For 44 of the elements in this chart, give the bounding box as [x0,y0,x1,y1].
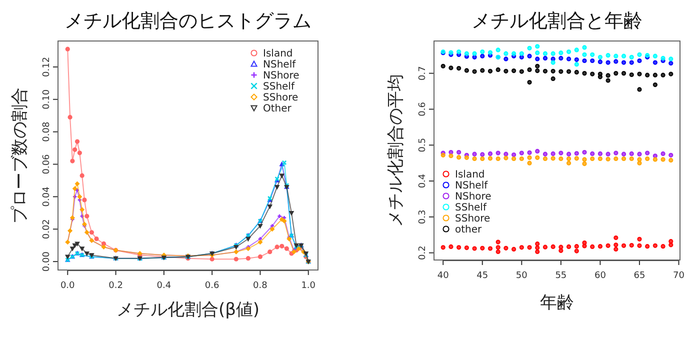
y-tick-label: 0.7 [418,66,428,80]
y-tick-label: 0.3 [418,210,428,224]
x-tick-label: 0.0 [60,281,76,291]
legend-label: SShore [455,214,490,224]
x-tick-label: 60 [594,271,606,281]
legend-label: SShore [263,92,298,104]
legend-label: Island [455,170,485,180]
x-tick-label: 50 [516,271,528,281]
x-axis-title: 年齢 [540,293,574,313]
legend-label: other [455,224,483,236]
legend-label: SShelf [263,82,295,92]
x-tick-label: 40 [437,271,450,281]
y-tick-label: 0.00 [42,251,52,272]
legend-label: Island [263,48,293,60]
chart-title: メチル化割合と年齢 [472,10,642,32]
y-tick-label: 0.12 [42,56,52,77]
chart-title: メチル化割合のヒストグラム [64,10,312,32]
y-tick-label: 0.2 [418,246,428,260]
legend-label: NShore [263,70,300,82]
y-tick-label: 0.02 [42,219,52,240]
y-tick-label: 0.10 [42,89,52,110]
y-axis-title: メチル化割合の平均 [386,74,406,227]
x-tick-label: 70 [673,271,685,281]
legend-label: Other [263,104,292,114]
x-tick-label: 65 [634,271,646,281]
x-tick-label: 0.6 [204,281,220,291]
legend-label: NShelf [263,60,296,70]
y-tick-label: 0.04 [42,186,52,207]
x-tick-label: 0.4 [156,281,172,291]
x-tick-label: 0.8 [253,281,268,291]
legend-label: SShelf [455,202,487,214]
y-tick-label: 0.6 [418,102,428,116]
y-tick-label: 0.06 [42,154,52,174]
y-axis-title: プローブ数の割合 [10,88,30,224]
y-tick-label: 0.08 [42,122,52,142]
x-tick-label: 45 [476,271,488,281]
y-tick-label: 0.5 [418,138,428,152]
x-tick-label: 55 [555,271,567,281]
x-tick-label: 1.0 [301,281,316,291]
legend-label: NShelf [455,180,488,192]
x-tick-label: 0.2 [108,281,123,291]
y-tick-label: 0.4 [418,174,428,188]
legend-label: NShore [455,192,492,202]
x-axis-title: メチル化割合(β値) [116,300,260,320]
